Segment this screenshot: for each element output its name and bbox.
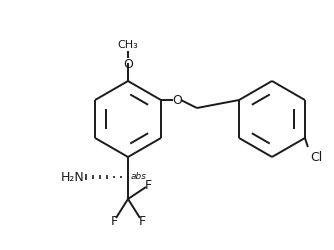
Text: CH₃: CH₃ [118, 40, 138, 50]
Text: O: O [123, 57, 133, 70]
Text: abs: abs [131, 172, 147, 181]
Text: Cl: Cl [310, 150, 322, 163]
Text: F: F [138, 215, 146, 228]
Text: F: F [144, 179, 152, 192]
Text: O: O [172, 94, 182, 107]
Text: F: F [111, 215, 118, 228]
Text: H₂N: H₂N [60, 171, 84, 184]
